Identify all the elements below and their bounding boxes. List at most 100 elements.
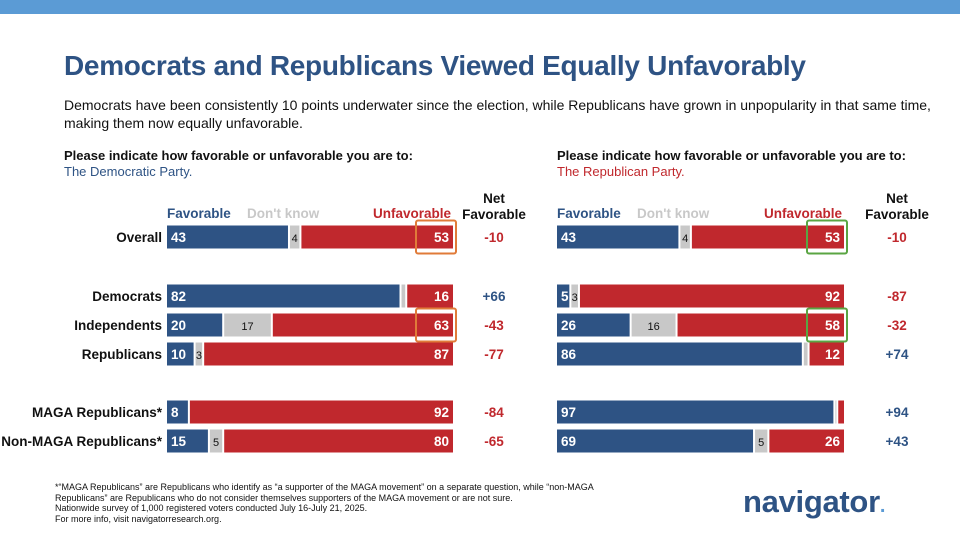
left-independents-dont-know-bar xyxy=(224,313,271,337)
left-republicans-dont-know-bar xyxy=(195,342,203,366)
right-independents-favorable-bar xyxy=(557,313,630,337)
navigator-logo: navigator. xyxy=(743,484,885,520)
right-democrats-dont-know-bar xyxy=(571,284,578,308)
left-republicans-favorable-bar xyxy=(167,342,194,366)
footnote-methodology: Nationwide survey of 1,000 registered vo… xyxy=(55,503,368,513)
left-democrats-unfavorable-value: 16 xyxy=(434,289,450,304)
right-independents-favorable-value: 26 xyxy=(561,318,577,333)
left-maga-republicans-net-favorable: -84 xyxy=(484,405,504,420)
footnote-more-info: For more info, visit navigatorresearch.o… xyxy=(55,513,222,524)
row-label-non-maga-republicans: Non-MAGA Republicans* xyxy=(1,434,163,449)
right-maga-republicans-net-favorable: +94 xyxy=(886,405,909,420)
right-overall-dont-know-value: 4 xyxy=(682,233,688,245)
left-independents-unfavorable-bar xyxy=(272,313,453,337)
page-subtitle: Democrats have been consistently 10 poin… xyxy=(64,97,931,131)
right-overall-unfavorable-value: 53 xyxy=(825,230,841,245)
right-republicans-dont-know-bar xyxy=(803,342,808,366)
right-non-maga-republicans-unfavorable-bar xyxy=(769,429,844,453)
right-question-text: Please indicate how favorable or unfavor… xyxy=(557,148,906,163)
right-net-header-line1: Net xyxy=(886,191,908,206)
left-overall-dont-know-bar xyxy=(289,225,300,249)
right-legend-favorable: Favorable xyxy=(557,206,621,221)
right-democrats-dont-know-value: 3 xyxy=(572,292,578,304)
left-overall-unfavorable-bar xyxy=(301,225,453,249)
right-net-header-line2: Favorable xyxy=(865,207,929,222)
right-maga-republicans-dont-know-bar xyxy=(835,400,837,424)
right-democrats-favorable-bar xyxy=(557,284,570,308)
left-independents-net-favorable: -43 xyxy=(484,318,504,333)
top-accent-bar xyxy=(0,0,960,14)
right-independents-dont-know-value: 16 xyxy=(647,321,659,333)
right-independents-highlight-box xyxy=(806,307,848,343)
left-non-maga-republicans-dont-know-value: 5 xyxy=(213,437,219,449)
left-legend-favorable: Favorable xyxy=(167,206,231,221)
left-republicans-unfavorable-value: 87 xyxy=(434,347,449,362)
right-overall-net-favorable: -10 xyxy=(887,230,907,245)
row-label-independents: Independents xyxy=(74,318,162,333)
left-legend-unfavorable: Unfavorable xyxy=(373,206,452,221)
right-legend-unfavorable: Unfavorable xyxy=(764,206,843,221)
left-maga-republicans-favorable-value: 8 xyxy=(171,405,179,420)
left-republicans-dont-know-value: 3 xyxy=(196,350,202,362)
row-label-overall: Overall xyxy=(116,230,162,245)
left-non-maga-republicans-favorable-value: 15 xyxy=(171,434,187,449)
left-net-header-line2: Favorable xyxy=(462,207,526,222)
left-non-maga-republicans-unfavorable-bar xyxy=(224,429,453,453)
left-independents-favorable-value: 20 xyxy=(171,318,186,333)
left-democrats-favorable-bar xyxy=(167,284,400,308)
right-overall-favorable-value: 43 xyxy=(561,230,577,245)
row-label-democrats: Democrats xyxy=(92,289,162,304)
left-independents-dont-know-value: 17 xyxy=(241,321,253,333)
left-overall-dont-know-value: 4 xyxy=(292,233,298,245)
left-party-name: The Democratic Party. xyxy=(64,164,193,179)
left-non-maga-republicans-dont-know-bar xyxy=(209,429,223,453)
right-maga-republicans-favorable-value: 97 xyxy=(561,405,576,420)
right-democrats-net-favorable: -87 xyxy=(887,289,907,304)
row-label-republicans: Republicans xyxy=(82,347,162,362)
right-republicans-net-favorable: +74 xyxy=(886,347,909,362)
left-republicans-net-favorable: -77 xyxy=(484,347,504,362)
right-independents-unfavorable-bar xyxy=(677,313,844,337)
right-democrats-favorable-value: 5 xyxy=(561,289,569,304)
left-independents-favorable-bar xyxy=(167,313,223,337)
left-democrats-unfavorable-bar xyxy=(407,284,453,308)
logo-text: navigator xyxy=(743,484,880,519)
left-democrats-dont-know-bar xyxy=(401,284,406,308)
right-overall-highlight-box xyxy=(806,219,848,255)
left-legend-dont-know: Don't know xyxy=(247,206,320,221)
right-non-maga-republicans-dont-know-bar xyxy=(755,429,768,453)
left-non-maga-republicans-favorable-bar xyxy=(167,429,208,453)
right-republicans-unfavorable-value: 12 xyxy=(825,347,840,362)
left-democrats-favorable-value: 82 xyxy=(171,289,186,304)
left-non-maga-republicans-net-favorable: -65 xyxy=(484,434,504,449)
right-legend-dont-know: Don't know xyxy=(637,206,710,221)
row-label-maga-republicans: MAGA Republicans* xyxy=(32,405,163,420)
right-non-maga-republicans-unfavorable-value: 26 xyxy=(825,434,841,449)
left-overall-unfavorable-value: 53 xyxy=(434,230,450,245)
right-overall-favorable-bar xyxy=(557,225,679,249)
left-overall-favorable-bar xyxy=(167,225,288,249)
left-question-text: Please indicate how favorable or unfavor… xyxy=(64,148,413,163)
left-republicans-favorable-value: 10 xyxy=(171,347,186,362)
right-non-maga-republicans-favorable-value: 69 xyxy=(561,434,576,449)
left-maga-republicans-favorable-bar xyxy=(167,400,188,424)
right-republicans-favorable-bar xyxy=(557,342,802,366)
right-maga-republicans-unfavorable-bar xyxy=(838,400,844,424)
right-non-maga-republicans-net-favorable: +43 xyxy=(886,434,909,449)
right-overall-dont-know-bar xyxy=(680,225,690,249)
page-title: Democrats and Republicans Viewed Equally… xyxy=(64,50,806,81)
left-overall-favorable-value: 43 xyxy=(171,230,187,245)
left-maga-republicans-unfavorable-value: 92 xyxy=(434,405,449,420)
footnote: *“MAGA Republicans” are Republicans who … xyxy=(55,482,635,524)
left-independents-unfavorable-value: 63 xyxy=(434,318,450,333)
right-non-maga-republicans-dont-know-value: 5 xyxy=(758,437,764,449)
footnote-definition: *“MAGA Republicans” are Republicans who … xyxy=(55,482,594,503)
right-republicans-unfavorable-bar xyxy=(809,342,844,366)
left-maga-republicans-unfavorable-bar xyxy=(189,400,453,424)
left-overall-highlight-box xyxy=(415,219,457,255)
left-overall-net-favorable: -10 xyxy=(484,230,504,245)
right-republicans-favorable-value: 86 xyxy=(561,347,577,362)
left-democrats-net-favorable: +66 xyxy=(483,289,506,304)
right-independents-dont-know-bar xyxy=(631,313,676,337)
